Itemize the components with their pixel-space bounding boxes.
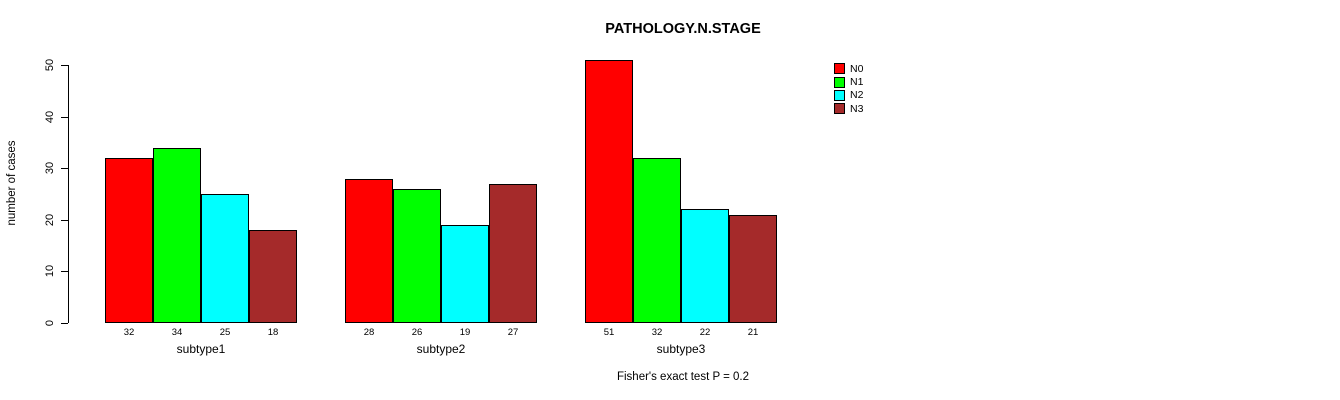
y-tick-label: 20 [44, 213, 56, 226]
bar-value-label: 21 [747, 327, 759, 338]
bar-n1-subtype2 [393, 188, 441, 323]
annotation-text: Fisher's exact test P = 0.2 [616, 371, 750, 383]
bar-value-label: 25 [219, 327, 231, 338]
bar-value-label: 18 [267, 327, 279, 338]
legend-swatch-n1 [834, 76, 845, 88]
bar-value-label: 19 [459, 327, 471, 338]
y-tick-mark [61, 219, 68, 221]
bar-n0-subtype1 [105, 157, 153, 323]
y-tick-mark [61, 116, 68, 118]
y-tick-label: 40 [44, 110, 56, 123]
bar-n3-subtype2 [489, 183, 537, 323]
bar-n1-subtype1 [153, 147, 201, 323]
bar-value-label: 27 [507, 327, 519, 338]
y-tick-label: 50 [44, 58, 56, 72]
bar-n2-subtype3 [681, 209, 729, 323]
y-tick-label: 30 [44, 162, 56, 175]
chart-title: PATHOLOGY.N.STAGE [605, 21, 761, 37]
bar-value-label: 32 [651, 327, 663, 338]
bar-value-label: 26 [411, 327, 423, 338]
y-axis-line [68, 65, 69, 323]
y-tick-label: 0 [44, 319, 56, 327]
legend-item-n0: N0 [834, 62, 863, 75]
legend-label: N2 [850, 89, 864, 102]
bar-n0-subtype2 [345, 178, 393, 323]
legend-label: N3 [850, 102, 864, 115]
bar-value-label: 22 [699, 327, 711, 338]
y-tick-mark [61, 271, 68, 273]
y-tick-mark [61, 65, 68, 66]
legend-swatch-n2 [834, 89, 845, 101]
y-tick-label: 10 [44, 265, 56, 278]
bar-n3-subtype1 [249, 230, 297, 323]
bar-n3-subtype3 [729, 214, 777, 323]
legend: N0 N1 N2 N3 [834, 62, 863, 116]
bar-value-label: 51 [603, 327, 615, 338]
legend-item-n2: N2 [834, 89, 863, 102]
y-tick-mark [61, 168, 68, 170]
bar-n2-subtype2 [441, 224, 489, 323]
category-label-subtype2: subtype2 [416, 342, 466, 356]
category-label-subtype3: subtype3 [656, 342, 706, 356]
bar-value-label: 34 [171, 327, 183, 338]
bar-n2-subtype1 [201, 194, 249, 323]
legend-label: N0 [850, 62, 864, 75]
y-axis-label: number of cases [6, 140, 18, 226]
bar-value-label: 28 [363, 327, 375, 338]
y-tick-mark [61, 323, 68, 324]
bar-n1-subtype3 [633, 157, 681, 323]
bar-value-label: 32 [123, 327, 135, 338]
category-label-subtype1: subtype1 [176, 342, 226, 356]
legend-label: N1 [850, 76, 864, 89]
legend-swatch-n3 [834, 103, 845, 115]
legend-item-n3: N3 [834, 102, 863, 115]
legend-item-n1: N1 [834, 75, 863, 88]
bar-n0-subtype3 [585, 59, 633, 323]
legend-swatch-n0 [834, 63, 845, 75]
